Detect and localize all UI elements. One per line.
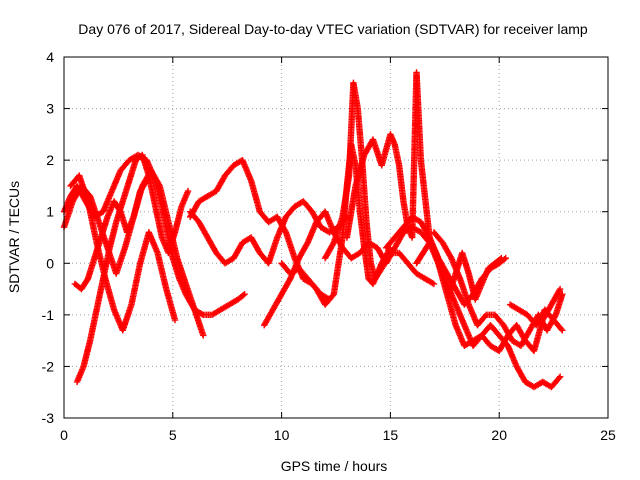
x-tick-label: 5 — [169, 427, 177, 443]
series-track9 — [278, 141, 394, 308]
series-track15 — [413, 239, 505, 303]
data-point — [329, 292, 336, 299]
series-track5 — [73, 151, 192, 386]
data-points — [60, 69, 566, 391]
x-tick-label: 25 — [600, 427, 616, 443]
data-point — [286, 276, 293, 284]
data-point — [200, 332, 207, 339]
data-point — [556, 287, 563, 294]
x-axis-label: GPS time / hours — [281, 458, 388, 474]
data-point — [558, 325, 565, 333]
y-tick-label: -3 — [42, 410, 55, 426]
y-axis-label: SDTVAR / TECUs — [6, 181, 22, 293]
x-tick-label: 20 — [491, 427, 507, 443]
data-point — [281, 227, 289, 235]
data-point — [555, 374, 563, 382]
y-tick-label: 0 — [46, 255, 54, 271]
data-point — [241, 291, 248, 298]
y-tick-label: 2 — [46, 152, 54, 168]
data-point — [559, 327, 566, 334]
data-point — [155, 181, 163, 188]
y-tick-label: 1 — [46, 204, 54, 220]
plot-frame — [63, 56, 609, 419]
data-point — [559, 291, 566, 298]
data-point — [447, 253, 454, 260]
data-point — [556, 285, 564, 293]
series-track4 — [71, 177, 150, 293]
chart-title: Day 076 of 2017, Sidereal Day-to-day VTE… — [78, 21, 588, 37]
series-track16 — [506, 301, 566, 334]
data-point — [430, 280, 438, 288]
y-tick-label: -1 — [42, 307, 55, 323]
y-tick-label: 3 — [46, 101, 54, 117]
data-point — [329, 240, 337, 248]
data-point — [240, 292, 247, 299]
y-tick-label: 4 — [46, 49, 54, 65]
y-tick-label: -2 — [42, 358, 55, 374]
data-point — [556, 373, 564, 380]
x-tick-label: 10 — [274, 427, 290, 443]
x-tick-label: 15 — [383, 427, 399, 443]
data-point — [498, 254, 505, 262]
data-point — [496, 255, 504, 263]
data-point — [171, 316, 179, 324]
x-tick-label: 0 — [60, 427, 68, 443]
data-point — [303, 240, 311, 248]
data-point — [184, 187, 192, 195]
